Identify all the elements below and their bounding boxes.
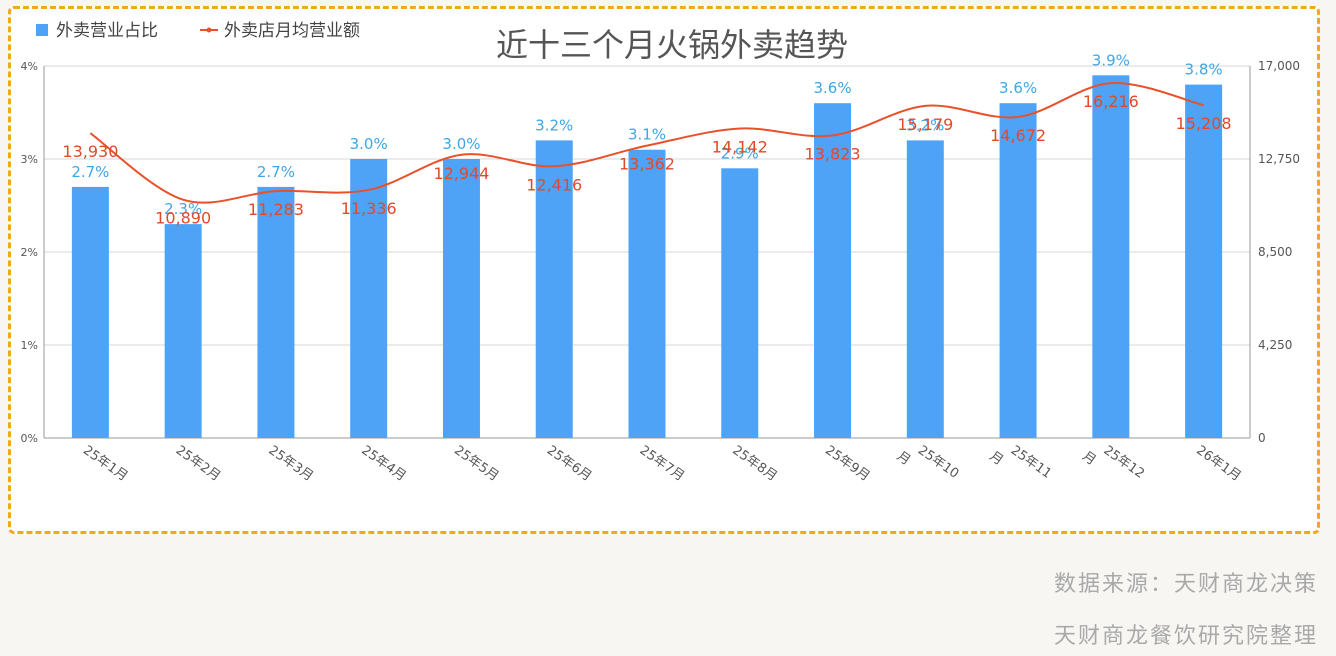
x-tick-label: 25年12月: [1079, 435, 1147, 496]
y-right-tick-label: 0: [1258, 431, 1266, 445]
x-tick-label: 25年8月: [729, 443, 779, 484]
bar-value-label: 3.9%: [1092, 51, 1130, 69]
bar-11: [999, 103, 1037, 438]
x-tick-label-line: 25年2月: [173, 443, 223, 484]
line-value-label: 13,823: [805, 145, 861, 164]
line-value-label: 12,944: [433, 164, 489, 183]
bar-value-label: 3.0%: [350, 135, 388, 153]
x-tick-label-line: 25年8月: [729, 443, 779, 484]
line-value-label: 11,283: [248, 200, 304, 219]
bar-value-label: 2.7%: [71, 163, 109, 181]
bar-value-label: 3.6%: [813, 79, 851, 97]
x-tick-label-line: 25年10: [915, 443, 961, 482]
y-left-tick-label: 4%: [21, 60, 38, 73]
bar-value-label: 2.9%: [721, 144, 759, 162]
x-tick-label-line: 月: [894, 449, 913, 469]
line-series-path: [89, 82, 1204, 204]
line-value-label: 13,930: [62, 142, 118, 161]
bar-9: [814, 103, 852, 438]
bar-value-label: 2.7%: [257, 163, 295, 181]
bar-value-label: 2.3%: [164, 200, 202, 218]
y-right-tick-label: 12,750: [1258, 152, 1300, 166]
line-value-label: 15,179: [897, 115, 953, 134]
bar-2: [164, 224, 202, 438]
line-value-label: 13,362: [619, 155, 675, 174]
y-left-tick-label: 0%: [21, 432, 38, 445]
x-tick-label-line: 25年1月: [80, 443, 130, 484]
x-tick-label-line: 25年7月: [637, 443, 687, 484]
x-tick-label: 25年4月: [358, 443, 408, 484]
x-tick-label-line: 25年3月: [266, 443, 316, 484]
x-tick-label: 25年5月: [451, 443, 501, 484]
chart-title: 近十三个月火锅外卖趋势: [496, 26, 848, 64]
x-tick-label: 25年2月: [173, 443, 223, 484]
chart-canvas: 0% 1% 2% 3% 4% 0 4,250 8,500 12,750 17,000 近十三个月火锅…: [21, 21, 1300, 496]
line-value-label: 12,416: [526, 175, 582, 194]
x-tick-label-line: 25年9月: [822, 443, 872, 484]
bar-12: [1092, 75, 1130, 439]
line-value-label: 10,890: [155, 209, 211, 228]
x-tick-label-line: 26年1月: [1193, 443, 1243, 484]
legend-line-label: 外卖店月均营业额: [224, 21, 360, 41]
line-value-label: 14,672: [990, 126, 1046, 145]
x-tick-label: 25年6月: [544, 443, 594, 484]
bar-value-label: 3.6%: [999, 79, 1037, 97]
x-tick-label-line: 25年11: [1008, 443, 1054, 482]
legend-line-marker: [206, 27, 212, 33]
x-tick-label: 25年10月: [894, 435, 962, 496]
x-tick-label: 25年9月: [822, 443, 872, 484]
bar-6: [535, 140, 573, 438]
x-tick-label: 25年1月: [80, 443, 130, 484]
line-value-label: 16,216: [1083, 92, 1139, 111]
x-tick-label: 25年7月: [637, 443, 687, 484]
x-tick-label-line: 25年12: [1101, 443, 1147, 482]
bar-5: [442, 159, 480, 438]
bar-10: [906, 140, 944, 438]
x-tick-label-line: 25年4月: [358, 443, 408, 484]
y-left-tick-label: 3%: [21, 153, 38, 166]
x-tick-label-line: 月: [987, 449, 1006, 469]
x-tick-label: 25年3月: [266, 443, 316, 484]
y-right-tick-label: 8,500: [1258, 245, 1292, 259]
bar-4: [350, 159, 388, 438]
x-tick-label-line: 25年5月: [451, 443, 501, 484]
line-value-label: 14,142: [712, 138, 768, 157]
x-tick-label-line: 月: [1079, 449, 1098, 469]
line-value-label: 11,336: [341, 199, 397, 218]
bar-1: [71, 186, 109, 438]
x-tick-label: 25年11月: [987, 435, 1055, 496]
data-source-text: 数据来源：天财商龙决策: [1053, 572, 1318, 597]
bar-value-label: 3.2%: [906, 116, 944, 134]
line-value-label: 15,208: [1176, 114, 1232, 133]
bar-value-label: 3.1%: [628, 126, 666, 144]
x-tick-label-line: 25年6月: [544, 443, 594, 484]
y-left-tick-label: 2%: [21, 246, 38, 259]
bar-value-label: 3.2%: [535, 116, 573, 134]
bar-13: [1185, 84, 1223, 438]
bar-value-label: 3.0%: [442, 135, 480, 153]
y-left-tick-label: 1%: [21, 339, 38, 352]
bar-7: [628, 149, 666, 438]
bar-value-label: 3.8%: [1185, 61, 1223, 79]
bar-8: [721, 168, 759, 439]
legend-bar-label: 外卖营业占比: [56, 21, 158, 41]
y-right-tick-label: 17,000: [1258, 59, 1300, 73]
legend-bar-swatch: [36, 24, 48, 36]
x-tick-label: 26年1月: [1193, 443, 1243, 484]
credit-text: 天财商龙餐饮研究院整理: [1053, 624, 1318, 649]
y-right-tick-label: 4,250: [1258, 338, 1292, 352]
bar-3: [257, 186, 295, 438]
